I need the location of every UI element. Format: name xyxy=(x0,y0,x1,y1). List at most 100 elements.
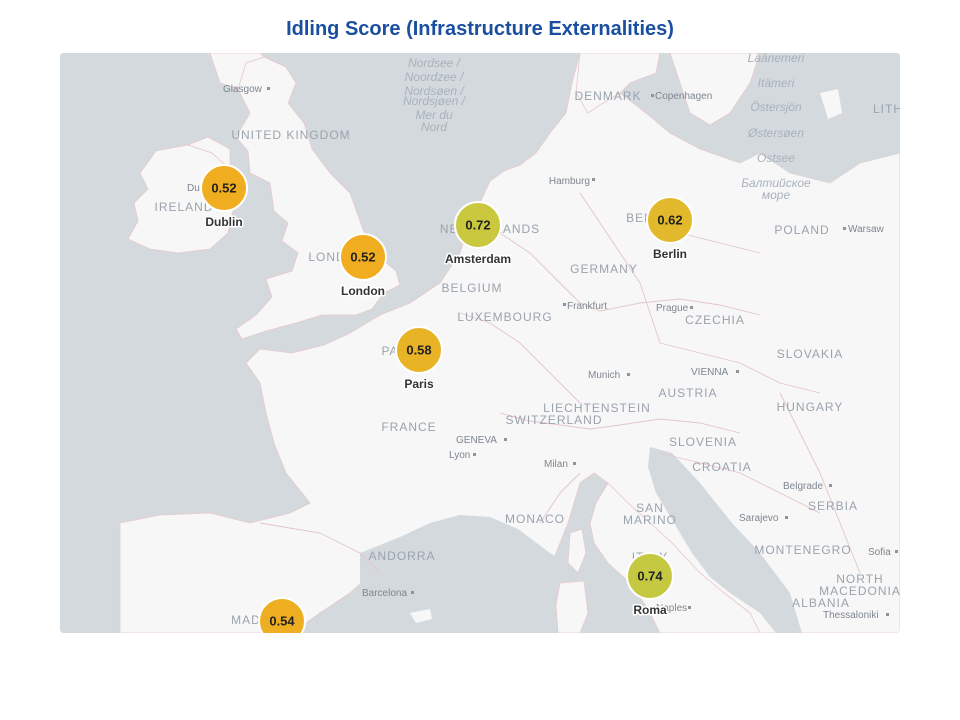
label-luxembourg: LUXEMBOURG xyxy=(457,310,552,324)
label-united-kingdom: UNITED KINGDOM xyxy=(231,128,350,142)
label-baltic-6: Балтийское xyxy=(741,176,811,190)
country-borders xyxy=(259,192,861,574)
city-lyon: Lyon xyxy=(449,450,476,461)
city-naples: Naples xyxy=(656,603,691,614)
label-baltic-2: Itämeri xyxy=(758,76,795,90)
marker-london-value: 0.52 xyxy=(350,250,375,265)
city-belgrade: Belgrade xyxy=(783,481,832,492)
label-north-macedonia-2: MACEDONIA xyxy=(819,584,900,598)
label-san-marino-2: MARINO xyxy=(623,513,677,527)
land-northern-ireland xyxy=(186,136,231,170)
city-label-munich: Munich xyxy=(588,370,620,381)
marker-berlin-name: Berlin xyxy=(653,247,687,261)
marker-dublin-circle[interactable] xyxy=(200,164,248,212)
city-label-milan: Milan xyxy=(544,459,568,470)
label-monaco: MONACO xyxy=(505,512,565,526)
label-baltic-3: Östersjön xyxy=(750,100,802,114)
marker-berlin-circle[interactable] xyxy=(646,196,694,244)
city-frankfurt: Frankfurt xyxy=(563,301,607,312)
city-label-vienna: VIENNA xyxy=(691,367,729,378)
label-baltic-7: море xyxy=(762,188,791,202)
label-austria: AUSTRIA xyxy=(658,386,717,400)
city-milan: Milan xyxy=(544,459,576,470)
fragment-paris: PA xyxy=(381,344,398,358)
label-ireland: IRELAND xyxy=(154,200,213,214)
label-north-sea-2: Noordzee / xyxy=(405,70,465,84)
label-north-sea-5: Mer du xyxy=(415,108,453,122)
city-label-hamburg: Hamburg xyxy=(549,176,590,187)
marker-london-circle[interactable] xyxy=(339,233,387,281)
marker-paris-value: 0.58 xyxy=(406,343,431,358)
label-baltic-4: Østersøen xyxy=(747,126,804,140)
label-slovenia: SLOVENIA xyxy=(669,435,737,449)
marker-berlin-value: 0.62 xyxy=(657,213,682,228)
label-france: FRANCE xyxy=(381,420,436,434)
marker-berlin[interactable]: 0.62 Berlin xyxy=(646,196,694,263)
label-montenegro: MONTENEGRO xyxy=(754,543,851,557)
city-label-naples: Naples xyxy=(656,603,687,614)
label-baltic-5: Ostsee xyxy=(757,151,795,165)
marker-madrid-circle[interactable] xyxy=(258,597,306,633)
fragment-madrid: MAD xyxy=(231,613,261,627)
label-liechtenstein: LIECHTENSTEIN xyxy=(543,401,651,415)
label-croatia: CROATIA xyxy=(692,460,751,474)
marker-roma-name: Roma xyxy=(633,603,667,617)
city-label-barcelona: Barcelona xyxy=(362,588,407,599)
label-north-macedonia-1: NORTH xyxy=(836,572,883,586)
city-sarajevo: Sarajevo xyxy=(739,513,788,524)
city-label-sofia: Sofia xyxy=(868,547,891,558)
city-warsaw: Warsaw xyxy=(843,224,885,235)
country-labels: UNITED KINGDOM IRELAND DENMARK NETHERLAN… xyxy=(154,89,900,610)
marker-london[interactable]: 0.52 London xyxy=(339,233,387,300)
label-germany: GERMANY xyxy=(570,262,638,276)
city-geneva: GENEVA xyxy=(456,435,507,446)
score-markers: 0.52 Dublin 0.52 London 0.72 Amsterdam 0… xyxy=(200,164,694,633)
label-north-sea-3: Nordsøen / xyxy=(404,84,465,98)
label-albania: ALBANIA xyxy=(792,596,850,610)
map-canvas[interactable]: UNITED KINGDOM IRELAND DENMARK NETHERLAN… xyxy=(60,53,900,633)
marker-paris[interactable]: 0.58 Paris xyxy=(395,326,443,393)
label-north-sea-4: Nordsjøen / xyxy=(403,94,467,108)
city-label-frankfurt: Frankfurt xyxy=(567,301,607,312)
land-sardinia xyxy=(555,580,589,633)
city-label-copenhagen: Copenhagen xyxy=(655,91,712,102)
marker-amsterdam-circle[interactable] xyxy=(454,201,502,249)
marker-paris-circle[interactable] xyxy=(395,326,443,374)
city-sofia: Sofia xyxy=(868,547,898,558)
label-poland: POLAND xyxy=(774,223,829,237)
city-thessaloniki: Thessaloniki xyxy=(823,610,889,621)
label-switzerland: SWITZERLAND xyxy=(505,413,602,427)
city-label-glasgow: Glasgow xyxy=(223,84,263,95)
marker-madrid-value: 0.54 xyxy=(269,614,295,629)
label-san-marino-1: SAN xyxy=(636,501,664,515)
city-hamburg: Hamburg xyxy=(549,176,595,187)
land-italy xyxy=(589,482,761,633)
marker-london-name: London xyxy=(341,284,385,298)
label-denmark: DENMARK xyxy=(574,89,641,103)
city-munich: Munich xyxy=(588,370,630,381)
marker-roma-circle[interactable] xyxy=(626,552,674,600)
city-labels: Glasgow Copenhagen Hamburg Warsaw Frankf… xyxy=(223,84,898,621)
marker-dublin-value: 0.52 xyxy=(211,181,236,196)
sea-labels: Nordsee / Noordzee / Nordsøen / Nordsjøe… xyxy=(403,53,811,202)
label-north-sea-1: Nordsee / xyxy=(408,56,462,70)
land-mallorca xyxy=(410,609,432,623)
marker-dublin[interactable]: 0.52 Dublin xyxy=(200,164,248,231)
land-sweden xyxy=(669,53,761,126)
label-lithuania: LITH xyxy=(873,102,900,116)
label-north-sea-6: Nord xyxy=(421,120,447,134)
land-corsica xyxy=(567,528,587,574)
label-hungary: HUNGARY xyxy=(777,400,844,414)
marker-madrid[interactable]: 0.54 xyxy=(258,597,306,633)
city-vienna: VIENNA xyxy=(691,367,739,378)
marker-amsterdam-name: Amsterdam xyxy=(445,252,511,266)
marker-amsterdam[interactable]: 0.72 Amsterdam xyxy=(443,201,513,268)
label-baltic-1: Läänemeri xyxy=(748,53,805,65)
label-slovakia: SLOVAKIA xyxy=(777,347,843,361)
water-adriatic xyxy=(648,447,802,633)
label-czechia: CZECHIA xyxy=(685,313,745,327)
label-serbia: SERBIA xyxy=(808,499,858,513)
city-label-sarajevo: Sarajevo xyxy=(739,513,779,524)
land-scotland xyxy=(209,53,265,90)
marker-roma[interactable]: 0.74 Roma xyxy=(626,552,674,619)
